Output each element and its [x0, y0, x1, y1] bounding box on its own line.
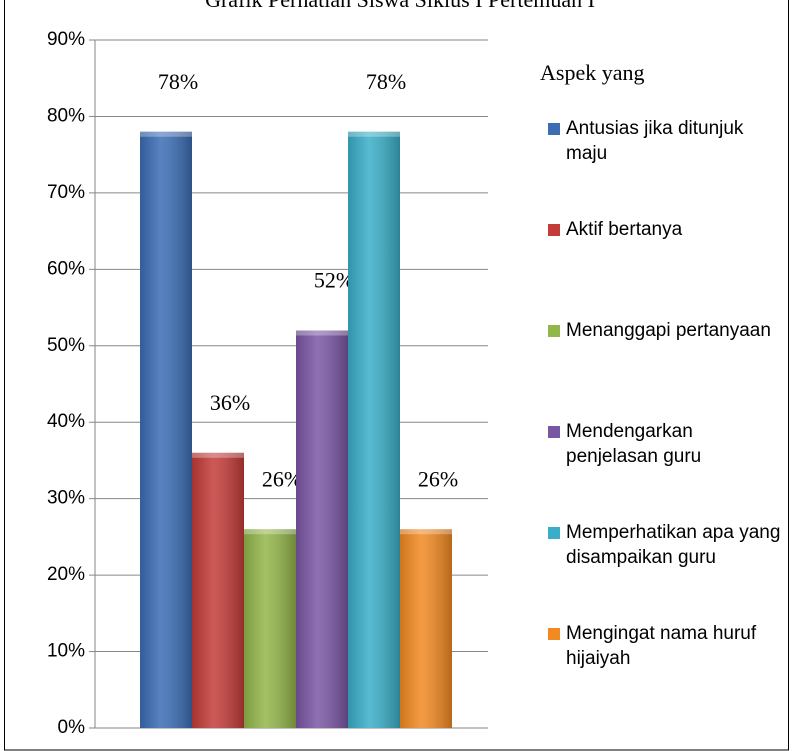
bar-top	[244, 529, 296, 535]
legend-swatch	[548, 123, 560, 135]
bar-shade	[244, 529, 296, 728]
bar-shade	[296, 330, 348, 728]
legend-item: Mengingat nama huruf hijaiyah	[548, 621, 788, 671]
y-tick-label: 10%	[47, 641, 85, 662]
legend-label: Menanggapi pertanyaan	[566, 320, 771, 341]
y-tick-label: 50%	[47, 335, 85, 356]
data-label: 78%	[158, 69, 198, 94]
chart-title: Grafik Perhatian Siswa Siklus I Pertemua…	[205, 0, 595, 12]
bar-shade	[192, 452, 244, 728]
bar-shade	[400, 529, 452, 728]
bar-top	[140, 131, 192, 137]
bar-shade	[348, 131, 400, 728]
legend-item: Aktif bertanya	[548, 217, 788, 242]
y-tick-label: 60%	[47, 258, 85, 279]
data-label: 52%	[314, 268, 354, 293]
bar-top	[192, 452, 244, 458]
bar-top	[296, 330, 348, 336]
y-tick-label: 0%	[58, 717, 86, 738]
y-tick-label: 90%	[47, 29, 85, 50]
data-label: 78%	[366, 69, 406, 94]
data-label: 36%	[210, 390, 250, 415]
y-tick-label: 20%	[47, 564, 85, 585]
legend-item: Mendengarkan penjelasan guru	[548, 419, 788, 469]
y-tick-label: 40%	[47, 411, 85, 432]
y-tick-label: 70%	[47, 182, 85, 203]
y-tick-label: 30%	[47, 488, 85, 509]
legend-item: Menanggapi pertanyaan	[548, 318, 788, 343]
legend-swatch	[548, 325, 560, 337]
legend-label: Antusias jika ditunjuk maju	[566, 118, 744, 164]
legend-title: Aspek yang	[540, 60, 645, 85]
legend-swatch	[548, 224, 560, 236]
legend-label: Mengingat nama huruf hijaiyah	[566, 623, 757, 669]
legend-swatch	[548, 628, 560, 640]
legend-item: Antusias jika ditunjuk maju	[548, 116, 788, 166]
legend-label: Aktif bertanya	[566, 219, 683, 240]
legend-item: Memperhatikan apa yang disampaikan guru	[548, 520, 788, 570]
data-label: 26%	[418, 466, 458, 491]
bar-top	[400, 529, 452, 535]
chart-border	[4, 0, 789, 751]
legend-label: Memperhatikan apa yang disampaikan guru	[566, 522, 781, 568]
bar-top	[348, 131, 400, 137]
legend-swatch	[548, 527, 560, 539]
legend-swatch	[548, 426, 560, 438]
y-tick-label: 80%	[47, 105, 85, 126]
legend-label: Mendengarkan penjelasan guru	[566, 421, 702, 467]
bar-shade	[140, 131, 192, 728]
data-label: 26%	[262, 466, 302, 491]
